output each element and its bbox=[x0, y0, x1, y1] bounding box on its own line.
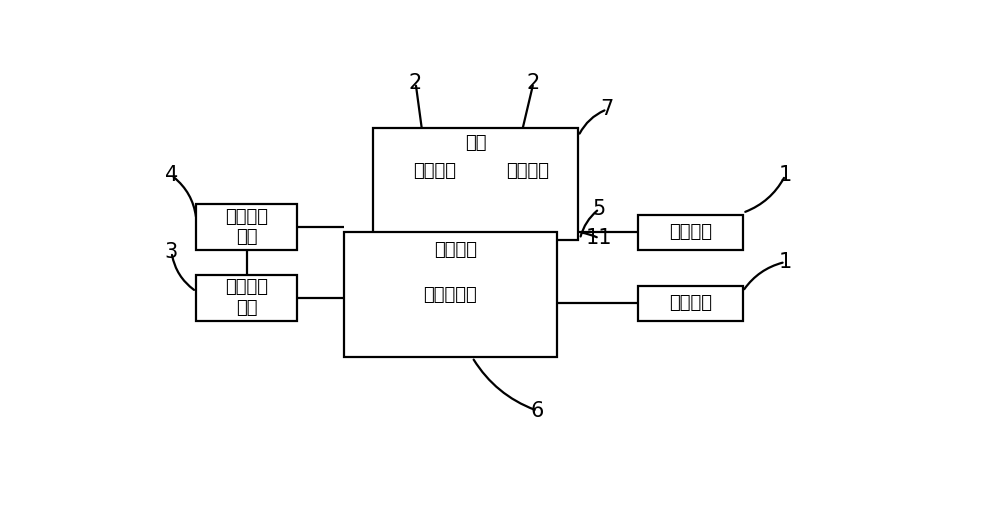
Text: 2: 2 bbox=[409, 73, 422, 93]
Bar bbox=[196, 274, 297, 321]
Text: 参考站一: 参考站一 bbox=[669, 223, 712, 242]
Text: 5: 5 bbox=[593, 199, 606, 219]
Text: 2: 2 bbox=[527, 73, 540, 93]
Text: 11: 11 bbox=[586, 228, 613, 248]
Bar bbox=[373, 128, 578, 240]
Text: 6: 6 bbox=[531, 401, 544, 421]
Text: 移动终端: 移动终端 bbox=[434, 241, 477, 259]
Text: 3: 3 bbox=[165, 242, 178, 262]
Bar bbox=[482, 152, 573, 191]
Bar bbox=[638, 215, 743, 250]
Bar bbox=[406, 233, 506, 268]
Text: 参考站二: 参考站二 bbox=[669, 294, 712, 312]
Bar bbox=[196, 204, 297, 250]
Text: 流动站一: 流动站一 bbox=[506, 162, 549, 180]
Bar bbox=[388, 152, 480, 191]
Text: 流动站二: 流动站二 bbox=[413, 162, 456, 180]
Text: 数据处理
系统: 数据处理 系统 bbox=[225, 278, 268, 317]
Text: 应用服务
系统: 应用服务 系统 bbox=[225, 207, 268, 246]
Text: 1: 1 bbox=[779, 166, 792, 185]
Text: 桦机: 桦机 bbox=[465, 134, 486, 152]
Text: 7: 7 bbox=[600, 99, 614, 120]
Text: 1: 1 bbox=[779, 252, 792, 272]
Text: 数据交换机: 数据交换机 bbox=[423, 286, 477, 304]
Bar bbox=[344, 232, 557, 357]
Text: 4: 4 bbox=[165, 166, 178, 185]
Bar bbox=[638, 286, 743, 321]
